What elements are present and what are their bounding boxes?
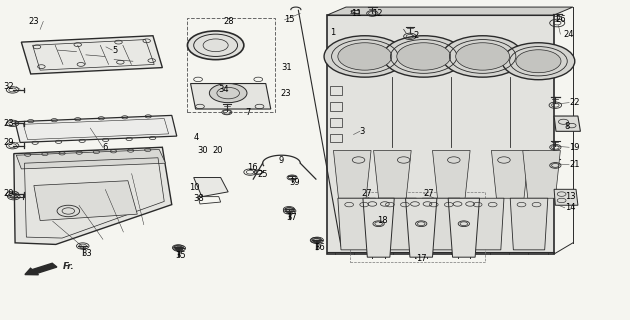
Circle shape bbox=[442, 36, 524, 77]
Circle shape bbox=[188, 31, 244, 60]
Text: 4: 4 bbox=[193, 133, 199, 142]
Text: 29: 29 bbox=[3, 189, 14, 198]
Bar bbox=[188, 18, 275, 112]
Polygon shape bbox=[14, 147, 172, 244]
Polygon shape bbox=[433, 150, 470, 198]
Polygon shape bbox=[491, 150, 529, 198]
Text: 32: 32 bbox=[3, 82, 14, 91]
Bar bbox=[329, 133, 342, 142]
Text: 2: 2 bbox=[413, 31, 418, 40]
Polygon shape bbox=[510, 198, 548, 250]
Polygon shape bbox=[374, 150, 411, 198]
Text: 28: 28 bbox=[223, 17, 234, 26]
Bar bbox=[329, 102, 342, 111]
Polygon shape bbox=[523, 150, 560, 198]
Circle shape bbox=[502, 43, 575, 80]
Text: 23: 23 bbox=[28, 17, 39, 26]
Polygon shape bbox=[21, 36, 163, 74]
Bar bbox=[329, 86, 342, 95]
Polygon shape bbox=[34, 181, 137, 220]
Text: 11: 11 bbox=[351, 9, 362, 18]
Text: 20: 20 bbox=[212, 146, 223, 155]
Circle shape bbox=[397, 43, 450, 70]
Text: 6: 6 bbox=[103, 143, 108, 152]
Polygon shape bbox=[190, 84, 271, 109]
Circle shape bbox=[338, 43, 392, 70]
Text: Fr.: Fr. bbox=[63, 262, 74, 271]
Polygon shape bbox=[327, 7, 573, 15]
Text: 10: 10 bbox=[189, 183, 200, 192]
Text: 26: 26 bbox=[556, 15, 566, 24]
Polygon shape bbox=[406, 198, 437, 257]
Circle shape bbox=[209, 84, 247, 103]
Circle shape bbox=[383, 36, 464, 77]
Text: 35: 35 bbox=[175, 251, 185, 260]
Bar bbox=[351, 10, 358, 13]
Polygon shape bbox=[193, 178, 228, 197]
Text: 31: 31 bbox=[282, 63, 292, 72]
Text: 15: 15 bbox=[285, 15, 295, 24]
Polygon shape bbox=[333, 150, 371, 198]
Text: 27: 27 bbox=[424, 189, 434, 198]
Text: 30: 30 bbox=[197, 146, 207, 155]
Polygon shape bbox=[554, 189, 578, 205]
Text: 29: 29 bbox=[3, 138, 14, 147]
Text: 36: 36 bbox=[314, 243, 326, 252]
Text: 7: 7 bbox=[246, 108, 251, 117]
Text: 33: 33 bbox=[81, 250, 91, 259]
Text: 23: 23 bbox=[3, 119, 14, 128]
Text: 17: 17 bbox=[416, 254, 427, 263]
Text: 39: 39 bbox=[290, 178, 301, 187]
Bar bbox=[329, 118, 342, 126]
FancyArrow shape bbox=[25, 263, 57, 275]
Text: 22: 22 bbox=[569, 98, 580, 107]
Polygon shape bbox=[327, 15, 554, 254]
Text: 12: 12 bbox=[372, 9, 383, 18]
Circle shape bbox=[455, 43, 510, 70]
Polygon shape bbox=[423, 198, 460, 250]
Polygon shape bbox=[448, 198, 479, 257]
Polygon shape bbox=[15, 116, 177, 142]
Text: 34: 34 bbox=[219, 85, 229, 94]
Text: 18: 18 bbox=[377, 216, 388, 225]
Text: 19: 19 bbox=[569, 143, 580, 152]
Polygon shape bbox=[363, 198, 394, 257]
Polygon shape bbox=[338, 198, 375, 250]
Circle shape bbox=[516, 50, 561, 73]
Text: 16: 16 bbox=[247, 164, 258, 172]
Text: 8: 8 bbox=[564, 122, 570, 131]
Polygon shape bbox=[466, 198, 504, 250]
Polygon shape bbox=[379, 198, 416, 250]
Text: 21: 21 bbox=[569, 160, 580, 169]
Text: 3: 3 bbox=[360, 127, 365, 136]
Text: 38: 38 bbox=[193, 194, 205, 203]
Text: 23: 23 bbox=[280, 89, 291, 98]
Text: 5: 5 bbox=[112, 45, 117, 55]
Text: 13: 13 bbox=[564, 192, 575, 201]
Text: 9: 9 bbox=[278, 156, 284, 164]
Polygon shape bbox=[554, 116, 580, 131]
Polygon shape bbox=[16, 149, 166, 169]
Text: 25: 25 bbox=[258, 170, 268, 179]
Text: 14: 14 bbox=[564, 203, 575, 212]
Text: 1: 1 bbox=[329, 28, 335, 37]
Text: 24: 24 bbox=[563, 30, 574, 39]
Bar bbox=[350, 192, 485, 262]
Text: 27: 27 bbox=[361, 189, 372, 198]
Circle shape bbox=[324, 36, 406, 77]
Text: 37: 37 bbox=[286, 213, 297, 222]
